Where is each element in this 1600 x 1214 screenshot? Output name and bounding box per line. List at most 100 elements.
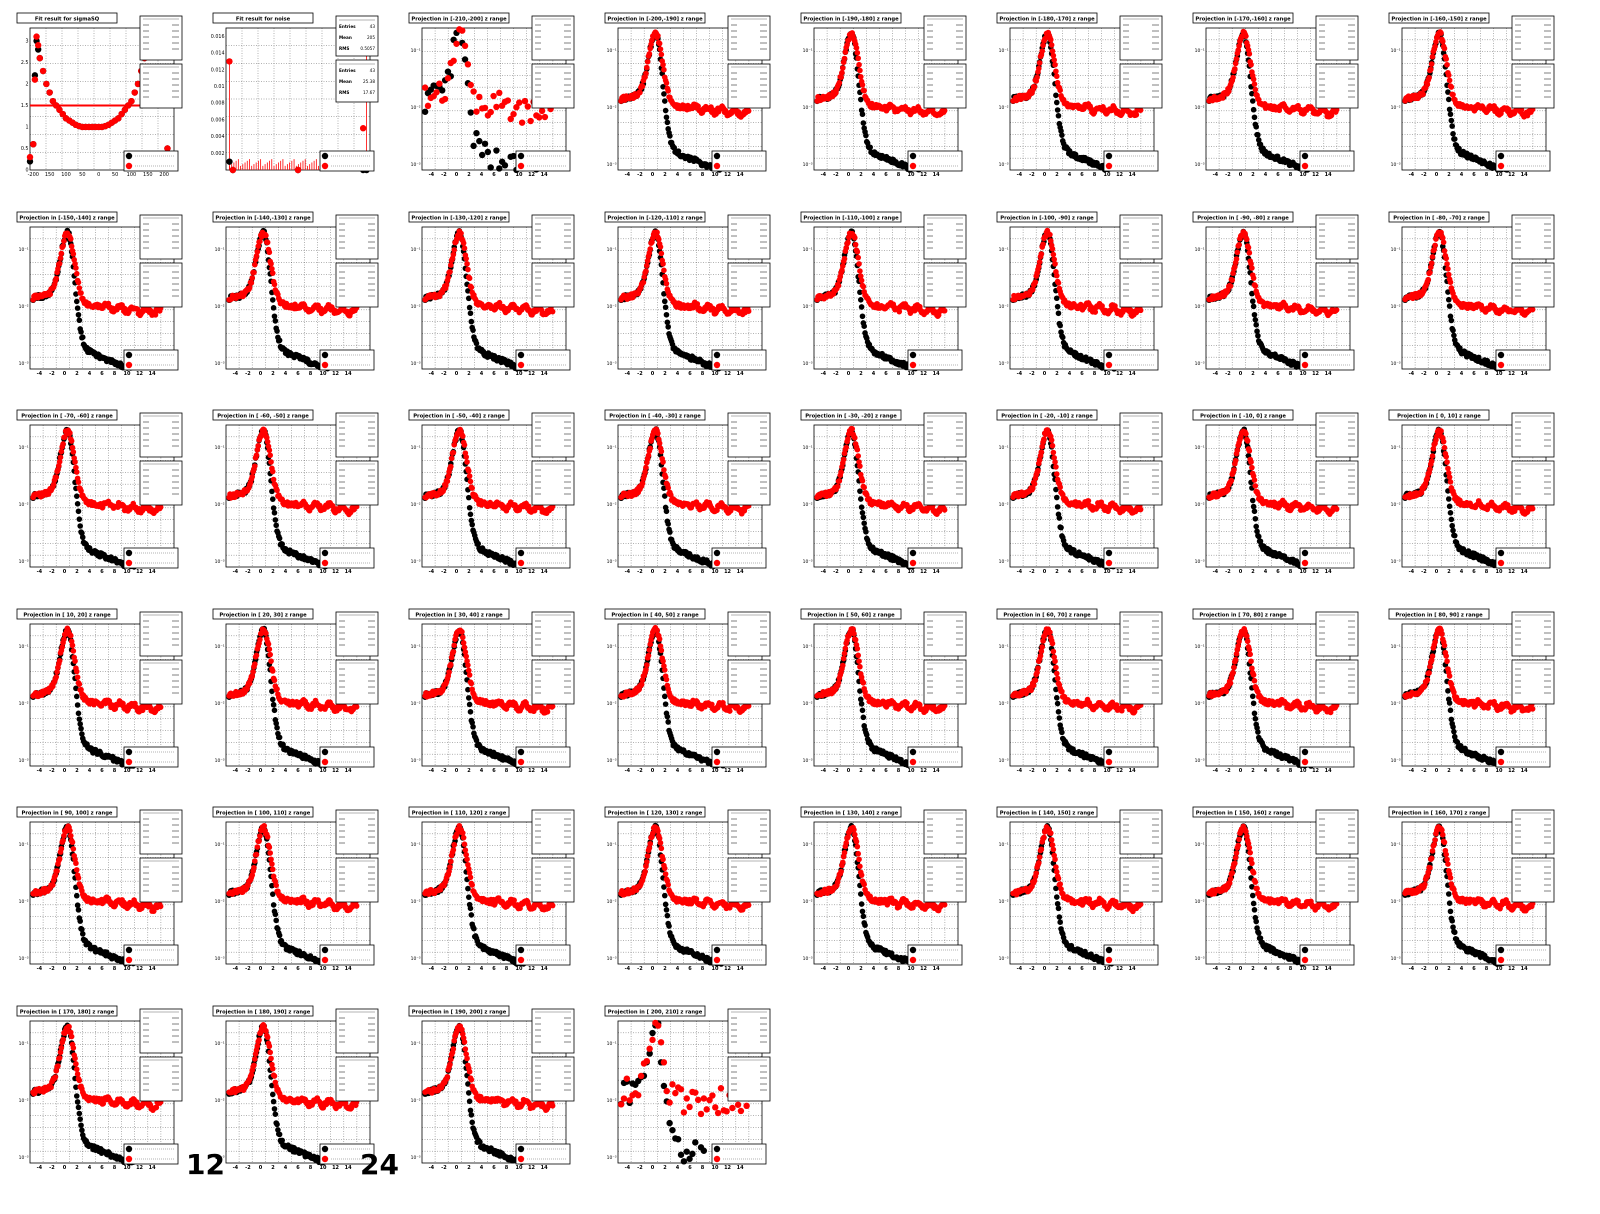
x-tick-label: -2	[245, 371, 251, 377]
x-tick-label: 6	[1472, 172, 1476, 178]
x-tick-label: 50	[112, 172, 118, 178]
data-point-red	[55, 265, 61, 272]
x-tick-label: 10	[516, 172, 523, 178]
series-red	[30, 427, 164, 517]
x-tick-label: 4	[1068, 172, 1072, 178]
legend-box	[711, 150, 767, 172]
legend-box	[319, 150, 375, 172]
data-point-black	[1251, 114, 1258, 121]
x-tick-label: 50	[79, 172, 85, 178]
x-tick-label: 2	[1447, 371, 1451, 377]
data-point-red	[658, 250, 665, 256]
x-tick-label: 0	[1043, 172, 1047, 178]
data-point-red	[1052, 260, 1058, 267]
legend-box	[711, 349, 767, 370]
x-tick-label: 8	[897, 172, 901, 178]
data-point-red	[641, 273, 648, 280]
x-tick-label: 12	[724, 172, 731, 178]
data-point-black	[857, 288, 863, 295]
data-point-black	[1053, 99, 1060, 106]
data-point-red	[860, 283, 867, 289]
data-point-black	[79, 530, 85, 536]
chart-panel-3: Projection in [-200,-190] z range 10⁻¹ 10⁻…	[604, 12, 771, 178]
x-tick-label: 200	[159, 172, 169, 178]
panel-title-box	[996, 211, 1098, 222]
y-tick-label: 10⁻³	[19, 360, 29, 366]
x-tick-label: -2	[1421, 172, 1427, 178]
stats-label: Entries	[339, 68, 356, 73]
stats-box	[1119, 15, 1163, 61]
x-tick-label: -4	[1017, 371, 1023, 377]
x-tick-label: 14	[1129, 371, 1136, 377]
x-tick-label: 12	[1116, 172, 1123, 178]
data-point-red	[34, 42, 42, 49]
data-point-red	[253, 252, 260, 259]
panel-title: Projection in [ -70, -60] z range	[21, 414, 113, 420]
data-point-red	[467, 81, 474, 89]
data-point-red	[1234, 249, 1241, 255]
data-point-red	[1137, 107, 1144, 113]
data-point-black	[501, 162, 509, 169]
data-point-red	[1518, 107, 1525, 113]
y-tick-label: 3	[25, 38, 28, 44]
x-tick-label: -4	[429, 172, 435, 178]
data-point-red	[941, 107, 948, 114]
stats-box	[923, 15, 967, 61]
data-point-red	[1236, 241, 1242, 248]
data-point-red	[1047, 231, 1053, 237]
data-point-red	[1092, 308, 1099, 315]
x-tick-label: 8	[1289, 371, 1293, 377]
data-point-red	[1246, 51, 1253, 57]
legend-marker-black	[1301, 152, 1309, 160]
panel-title: Projection in [-140,-130] z range	[215, 215, 311, 221]
legend-box	[515, 349, 571, 370]
y-tick-label: 10⁻³	[803, 162, 813, 168]
data-point-red	[461, 42, 469, 50]
data-point-red	[61, 434, 68, 440]
panel-title: Projection in [-110,-100] z range	[803, 215, 899, 221]
x-tick-label: 14	[149, 371, 156, 377]
y-tick-label: 10⁻³	[1195, 162, 1205, 168]
data-point-red	[1053, 73, 1060, 80]
legend-marker-red	[517, 361, 525, 368]
data-point-red	[840, 65, 846, 71]
x-tick-label: -4	[1017, 172, 1023, 178]
data-point-black	[1254, 327, 1260, 334]
data-point-red	[444, 75, 452, 82]
x-tick-label: 10	[1104, 371, 1111, 377]
y-tick-label: 10⁻¹	[1195, 247, 1205, 253]
chart-panel-4: Projection in [-190,-180] z range 10⁻¹ 10⁻…	[800, 12, 967, 178]
x-tick-label: 2	[859, 172, 863, 178]
data-point-red	[1427, 269, 1433, 275]
data-point-red	[464, 260, 470, 267]
x-tick-label: 4	[676, 371, 680, 377]
data-point-red	[1242, 230, 1248, 236]
x-tick-label: -4	[821, 371, 827, 377]
data-point-red	[1276, 107, 1283, 114]
x-tick-label: 0	[455, 371, 459, 377]
x-tick-label: 12	[920, 172, 927, 178]
data-point-red	[843, 244, 850, 251]
x-tick-label: -2	[1421, 371, 1427, 377]
data-point-red	[263, 232, 269, 238]
x-tick-label: 4	[1264, 371, 1268, 377]
x-tick-label: 0	[1043, 371, 1047, 377]
series-red	[814, 30, 948, 119]
x-tick-label: -2	[49, 371, 55, 377]
data-point-red	[1052, 61, 1058, 68]
data-point-black	[226, 158, 233, 165]
data-point-black	[857, 296, 864, 303]
data-point-red	[56, 260, 63, 266]
legend-marker-black	[125, 152, 133, 160]
x-tick-label: 2	[663, 172, 667, 178]
panel-title: Fit result for sigmaSQ	[35, 17, 100, 23]
y-tick-label: 10⁻²	[1391, 304, 1401, 310]
data-point-red	[637, 89, 643, 96]
x-tick-label: 12	[136, 371, 143, 377]
stats-box	[531, 15, 575, 61]
data-point-black	[73, 493, 80, 499]
legend-marker-red	[1301, 162, 1309, 170]
data-point-red	[504, 97, 512, 104]
data-point-red	[1447, 278, 1454, 285]
x-tick-label: 10	[516, 371, 523, 377]
